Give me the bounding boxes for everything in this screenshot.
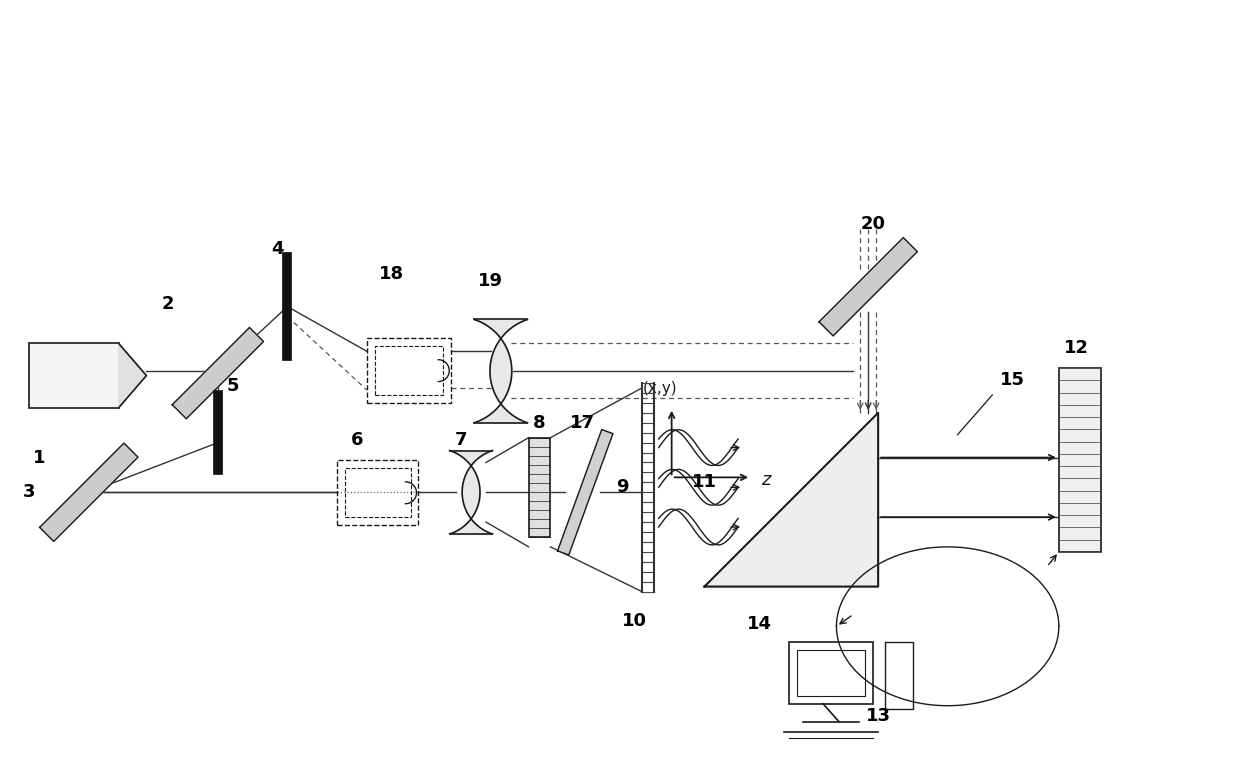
Bar [345,468,410,517]
Text: 3: 3 [24,483,36,501]
Text: 8: 8 [533,414,546,432]
Bar [374,346,443,395]
Bar [797,650,866,696]
Text: 1: 1 [33,448,46,467]
Text: 19: 19 [479,272,503,289]
Text: 20: 20 [861,216,885,233]
Bar [789,642,873,704]
Bar [367,338,451,403]
Text: 12: 12 [1064,339,1089,357]
Text: z: z [761,471,771,489]
Bar [30,343,119,408]
Text: 15: 15 [999,371,1024,389]
Text: 13: 13 [866,706,890,724]
Text: 17: 17 [569,414,595,432]
Text: 6: 6 [351,431,363,449]
Polygon shape [820,237,918,336]
Text: (x,y): (x,y) [642,381,677,396]
Text: 4: 4 [272,240,284,258]
Text: 2: 2 [162,295,175,313]
Bar [885,642,913,709]
Text: 14: 14 [746,615,771,633]
Polygon shape [558,429,613,555]
Text: 5: 5 [227,377,239,395]
Text: 18: 18 [379,265,404,283]
Text: 9: 9 [616,478,629,496]
Polygon shape [40,443,138,541]
Text: 11: 11 [692,473,717,492]
Bar [1059,368,1101,552]
Bar [528,438,551,537]
Text: 7: 7 [455,431,467,449]
Text: 10: 10 [622,612,647,630]
Bar [337,461,418,525]
Polygon shape [172,328,264,419]
Polygon shape [704,413,878,587]
Polygon shape [119,343,146,408]
